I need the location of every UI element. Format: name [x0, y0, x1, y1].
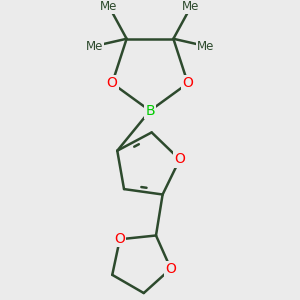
Text: B: B	[145, 104, 155, 118]
Text: O: O	[165, 262, 176, 276]
Text: O: O	[182, 76, 193, 90]
Text: O: O	[107, 76, 118, 90]
Text: Me: Me	[85, 40, 103, 52]
Text: Me: Me	[182, 0, 200, 13]
Text: O: O	[174, 152, 185, 167]
Text: O: O	[114, 232, 125, 246]
Text: Me: Me	[100, 0, 118, 13]
Text: Me: Me	[197, 40, 214, 52]
